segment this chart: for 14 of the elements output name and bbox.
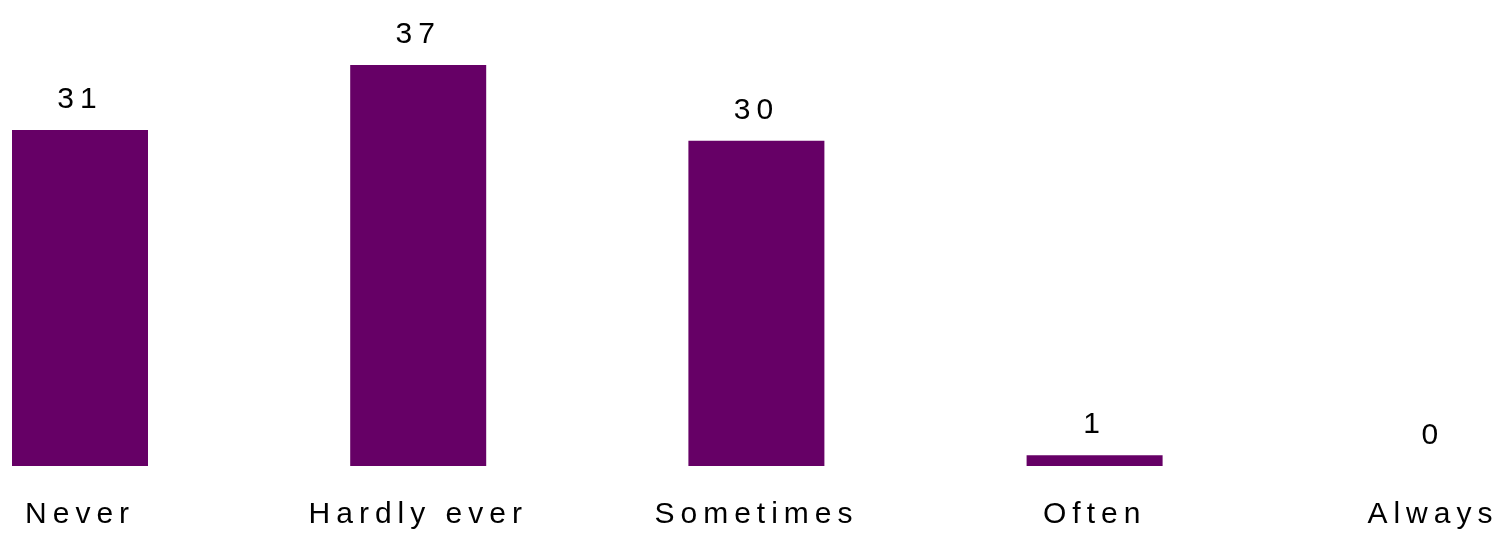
x-tick-label: Sometimes: [654, 496, 859, 530]
data-label: 31: [57, 81, 103, 115]
x-tick-label: Often: [1043, 496, 1147, 530]
x-tick-label: Always: [1367, 496, 1499, 530]
bar: [350, 65, 487, 466]
data-label: 0: [1421, 416, 1445, 450]
bar: [12, 130, 148, 466]
data-label: 1: [1083, 406, 1106, 440]
data-label: 30: [733, 91, 780, 125]
bar: [1026, 455, 1163, 466]
bar: [688, 140, 825, 466]
x-tick-label: Hardly ever: [308, 496, 528, 530]
x-tick-label: Never: [25, 496, 136, 530]
data-label: 37: [395, 16, 441, 49]
